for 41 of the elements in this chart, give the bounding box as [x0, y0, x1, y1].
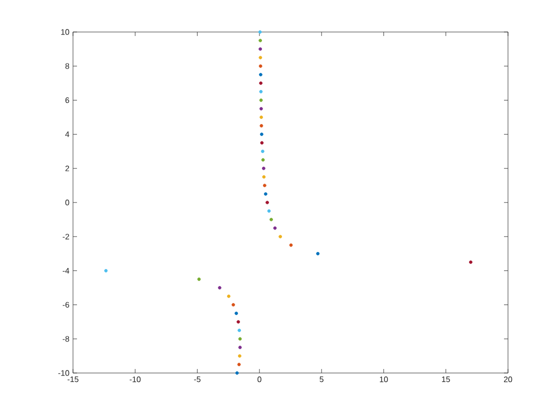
point [197, 278, 201, 281]
point [278, 234, 282, 238]
point [238, 346, 242, 350]
point [266, 200, 269, 204]
point [264, 192, 268, 196]
point [469, 260, 472, 264]
point [237, 362, 241, 366]
point [258, 56, 262, 60]
point [258, 72, 262, 76]
point [227, 294, 230, 298]
point [259, 90, 263, 94]
point [218, 286, 222, 290]
point [260, 116, 263, 119]
point [260, 150, 264, 154]
point [262, 166, 266, 170]
point [267, 209, 271, 213]
point [238, 354, 242, 358]
point [238, 328, 241, 332]
point [260, 132, 264, 136]
point [273, 226, 277, 230]
point [259, 98, 263, 102]
point [236, 320, 240, 324]
point [235, 371, 239, 375]
point [258, 38, 262, 42]
point [261, 158, 265, 162]
point [260, 124, 264, 128]
point [262, 175, 266, 179]
point [238, 337, 242, 341]
point [259, 81, 262, 85]
point [270, 218, 273, 222]
point [316, 252, 320, 256]
point [260, 141, 264, 145]
point [258, 47, 262, 51]
point [232, 303, 236, 306]
point [289, 243, 293, 247]
point [262, 184, 266, 188]
point [258, 30, 262, 34]
point [234, 312, 238, 316]
point [104, 269, 108, 272]
point [258, 64, 262, 68]
point [259, 107, 263, 110]
